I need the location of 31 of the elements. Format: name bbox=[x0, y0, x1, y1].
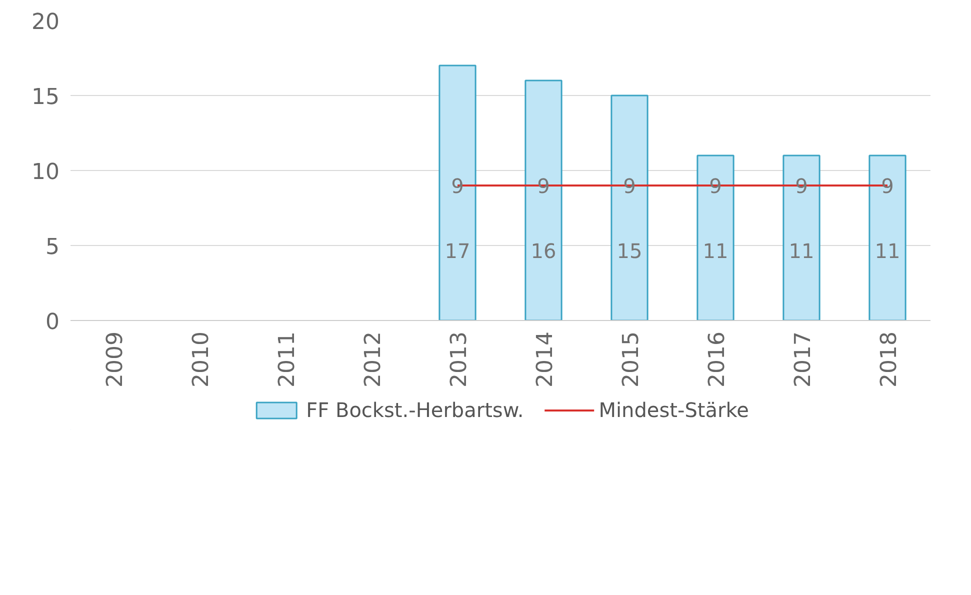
x-tick-label: 2009 bbox=[103, 331, 128, 388]
y-tick-label: 0 bbox=[46, 310, 60, 335]
x-tick-label: 2015 bbox=[619, 331, 644, 388]
legend-label: Mindest-Stärke bbox=[598, 398, 749, 422]
data-label: 11 bbox=[788, 239, 814, 263]
y-tick-label: 15 bbox=[32, 85, 60, 110]
x-tick-label: 2013 bbox=[447, 331, 472, 388]
data-label: 17 bbox=[444, 239, 470, 263]
data-label: 9 bbox=[881, 174, 894, 198]
x-tick-label: 2017 bbox=[791, 331, 816, 388]
y-tick-label: 20 bbox=[32, 10, 60, 35]
x-tick-label: 2011 bbox=[275, 331, 300, 388]
data-label: 11 bbox=[702, 239, 728, 263]
bar bbox=[868, 154, 906, 320]
bar bbox=[610, 94, 648, 320]
x-tick-label: 2018 bbox=[877, 331, 902, 388]
bar bbox=[782, 154, 820, 320]
x-tick-label: 2010 bbox=[189, 331, 214, 388]
y-tick-label: 10 bbox=[32, 160, 60, 185]
x-tick-label: 2014 bbox=[533, 331, 558, 388]
data-label: 16 bbox=[530, 239, 556, 263]
bar bbox=[524, 80, 562, 320]
legend-label: FF Bockst.-Herbartsw. bbox=[306, 398, 524, 422]
x-tick-label: 2016 bbox=[705, 331, 730, 388]
bar bbox=[696, 154, 734, 320]
data-label: 11 bbox=[874, 239, 900, 263]
data-label: 9 bbox=[451, 174, 464, 198]
x-tick-label: 2012 bbox=[361, 331, 386, 388]
data-label: 15 bbox=[616, 239, 642, 263]
y-tick-label: 5 bbox=[46, 235, 60, 260]
bar bbox=[438, 64, 476, 320]
